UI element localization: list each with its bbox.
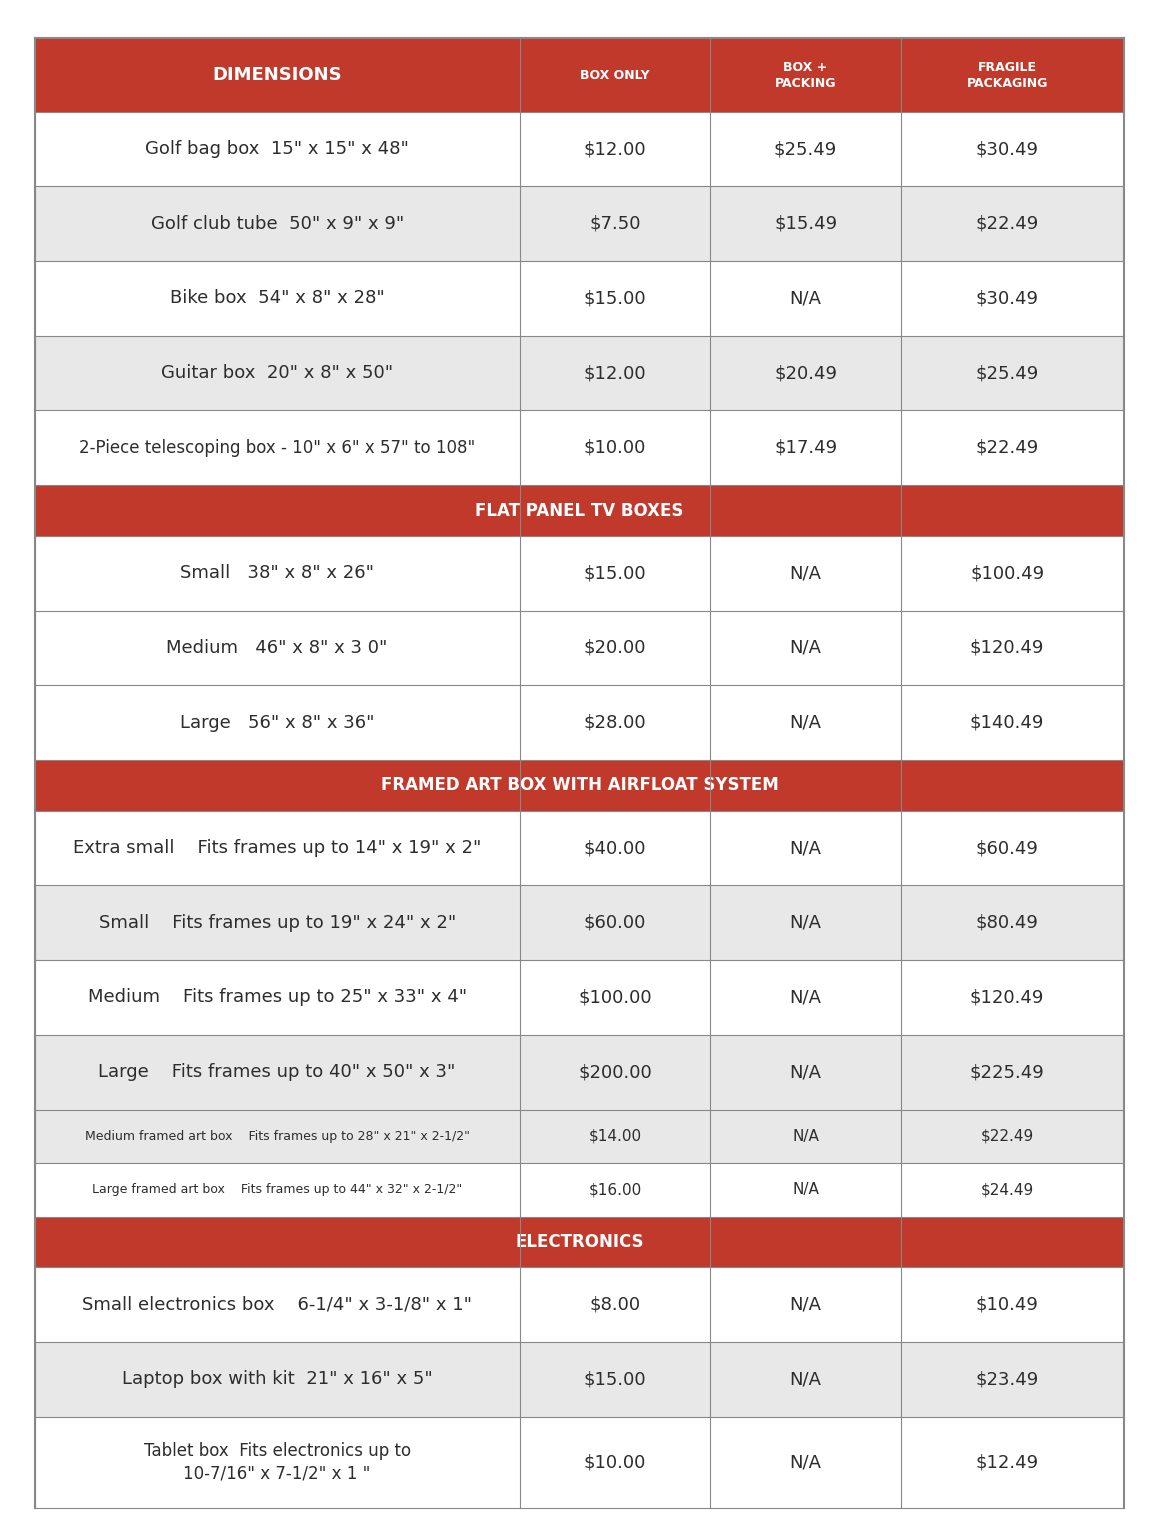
Text: Golf club tube  50" x 9" x 9": Golf club tube 50" x 9" x 9" xyxy=(151,215,403,233)
Text: $7.50: $7.50 xyxy=(589,215,641,233)
Text: Extra small    Fits frames up to 14" x 19" x 2": Extra small Fits frames up to 14" x 19" … xyxy=(73,839,481,857)
Text: $15.00: $15.00 xyxy=(584,564,647,582)
Bar xyxy=(35,1035,1124,1109)
Text: Small   38" x 8" x 26": Small 38" x 8" x 26" xyxy=(180,564,374,582)
Text: N/A: N/A xyxy=(789,639,822,657)
Text: $12.00: $12.00 xyxy=(584,364,647,382)
Text: N/A: N/A xyxy=(789,1296,822,1313)
Text: $10.00: $10.00 xyxy=(584,439,646,456)
Text: N/A: N/A xyxy=(789,839,822,857)
Bar xyxy=(35,112,1124,186)
Text: N/A: N/A xyxy=(789,1370,822,1389)
Bar xyxy=(35,960,1124,1035)
Text: $22.49: $22.49 xyxy=(976,215,1038,233)
Bar xyxy=(35,1217,1124,1267)
Text: $120.49: $120.49 xyxy=(970,639,1044,657)
Text: Medium   46" x 8" x 3 0": Medium 46" x 8" x 3 0" xyxy=(167,639,388,657)
Text: $12.00: $12.00 xyxy=(584,140,647,158)
Text: $24.49: $24.49 xyxy=(981,1183,1034,1198)
Bar xyxy=(35,611,1124,685)
Text: $40.00: $40.00 xyxy=(584,839,647,857)
Text: $20.49: $20.49 xyxy=(774,364,837,382)
Bar xyxy=(35,336,1124,410)
Text: $15.49: $15.49 xyxy=(774,215,837,233)
Bar xyxy=(35,1163,1124,1217)
Text: N/A: N/A xyxy=(789,1063,822,1081)
Text: $22.49: $22.49 xyxy=(981,1129,1034,1144)
Text: Large framed art box    Fits frames up to 44" x 32" x 2-1/2": Large framed art box Fits frames up to 4… xyxy=(92,1183,462,1197)
Text: $140.49: $140.49 xyxy=(970,714,1044,731)
Bar xyxy=(35,811,1124,885)
Text: Laptop box with kit  21" x 16" x 5": Laptop box with kit 21" x 16" x 5" xyxy=(122,1370,432,1389)
Text: N/A: N/A xyxy=(792,1183,819,1198)
Text: $60.00: $60.00 xyxy=(584,914,646,932)
Bar xyxy=(35,1109,1124,1163)
Text: $200.00: $200.00 xyxy=(578,1063,651,1081)
Text: $30.49: $30.49 xyxy=(976,140,1038,158)
Bar xyxy=(35,536,1124,611)
Text: $22.49: $22.49 xyxy=(976,439,1038,456)
Bar xyxy=(35,760,1124,811)
Text: $12.49: $12.49 xyxy=(976,1453,1038,1471)
Text: $23.49: $23.49 xyxy=(976,1370,1038,1389)
Text: $120.49: $120.49 xyxy=(970,989,1044,1006)
Bar xyxy=(35,685,1124,760)
Text: $25.49: $25.49 xyxy=(774,140,837,158)
Text: BOX ONLY: BOX ONLY xyxy=(581,69,650,81)
Bar xyxy=(35,1267,1124,1342)
Text: N/A: N/A xyxy=(789,564,822,582)
Text: $100.00: $100.00 xyxy=(578,989,651,1006)
Text: N/A: N/A xyxy=(789,989,822,1006)
Text: $225.49: $225.49 xyxy=(970,1063,1044,1081)
Text: FRAGILE
PACKAGING: FRAGILE PACKAGING xyxy=(967,60,1048,89)
Text: $30.49: $30.49 xyxy=(976,289,1038,307)
Bar xyxy=(35,485,1124,536)
Text: Tablet box  Fits electronics up to
10-7/16" x 7-1/2" x 1 ": Tablet box Fits electronics up to 10-7/1… xyxy=(144,1442,410,1482)
Bar xyxy=(35,38,1124,112)
Text: N/A: N/A xyxy=(789,1453,822,1471)
Text: N/A: N/A xyxy=(789,289,822,307)
Text: FLAT PANEL TV BOXES: FLAT PANEL TV BOXES xyxy=(475,502,684,519)
Text: $20.00: $20.00 xyxy=(584,639,647,657)
Text: Large   56" x 8" x 36": Large 56" x 8" x 36" xyxy=(180,714,374,731)
Text: FRAMED ART BOX WITH AIRFLOAT SYSTEM: FRAMED ART BOX WITH AIRFLOAT SYSTEM xyxy=(380,776,779,794)
Text: N/A: N/A xyxy=(789,714,822,731)
Bar xyxy=(35,1416,1124,1508)
Text: Small electronics box    6-1/4" x 3-1/8" x 1": Small electronics box 6-1/4" x 3-1/8" x … xyxy=(82,1296,472,1313)
Text: Medium framed art box    Fits frames up to 28" x 21" x 2-1/2": Medium framed art box Fits frames up to … xyxy=(85,1130,469,1143)
Text: Golf bag box  15" x 15" x 48": Golf bag box 15" x 15" x 48" xyxy=(145,140,409,158)
Bar xyxy=(35,885,1124,960)
Text: Guitar box  20" x 8" x 50": Guitar box 20" x 8" x 50" xyxy=(161,364,393,382)
Text: DIMENSIONS: DIMENSIONS xyxy=(212,66,342,84)
Text: BOX +
PACKING: BOX + PACKING xyxy=(775,60,837,89)
Text: $80.49: $80.49 xyxy=(976,914,1038,932)
Bar xyxy=(35,186,1124,261)
Text: $15.00: $15.00 xyxy=(584,289,647,307)
Bar xyxy=(35,261,1124,336)
Text: $8.00: $8.00 xyxy=(589,1296,641,1313)
Text: $14.00: $14.00 xyxy=(589,1129,641,1144)
Text: N/A: N/A xyxy=(792,1129,819,1144)
Text: 2-Piece telescoping box - 10" x 6" x 57" to 108": 2-Piece telescoping box - 10" x 6" x 57"… xyxy=(79,439,475,456)
Text: $10.00: $10.00 xyxy=(584,1453,646,1471)
Text: Large    Fits frames up to 40" x 50" x 3": Large Fits frames up to 40" x 50" x 3" xyxy=(99,1063,455,1081)
Text: Medium    Fits frames up to 25" x 33" x 4": Medium Fits frames up to 25" x 33" x 4" xyxy=(88,989,467,1006)
Text: $15.00: $15.00 xyxy=(584,1370,647,1389)
Text: Small    Fits frames up to 19" x 24" x 2": Small Fits frames up to 19" x 24" x 2" xyxy=(99,914,455,932)
Bar xyxy=(35,410,1124,485)
Text: $28.00: $28.00 xyxy=(584,714,647,731)
Text: N/A: N/A xyxy=(789,914,822,932)
Text: $16.00: $16.00 xyxy=(589,1183,642,1198)
Text: ELECTRONICS: ELECTRONICS xyxy=(516,1233,643,1250)
Text: Bike box  54" x 8" x 28": Bike box 54" x 8" x 28" xyxy=(170,289,385,307)
Text: $10.49: $10.49 xyxy=(976,1296,1038,1313)
Bar xyxy=(35,1342,1124,1416)
Text: $100.49: $100.49 xyxy=(970,564,1044,582)
Text: $60.49: $60.49 xyxy=(976,839,1038,857)
Text: $25.49: $25.49 xyxy=(976,364,1038,382)
Text: $17.49: $17.49 xyxy=(774,439,837,456)
